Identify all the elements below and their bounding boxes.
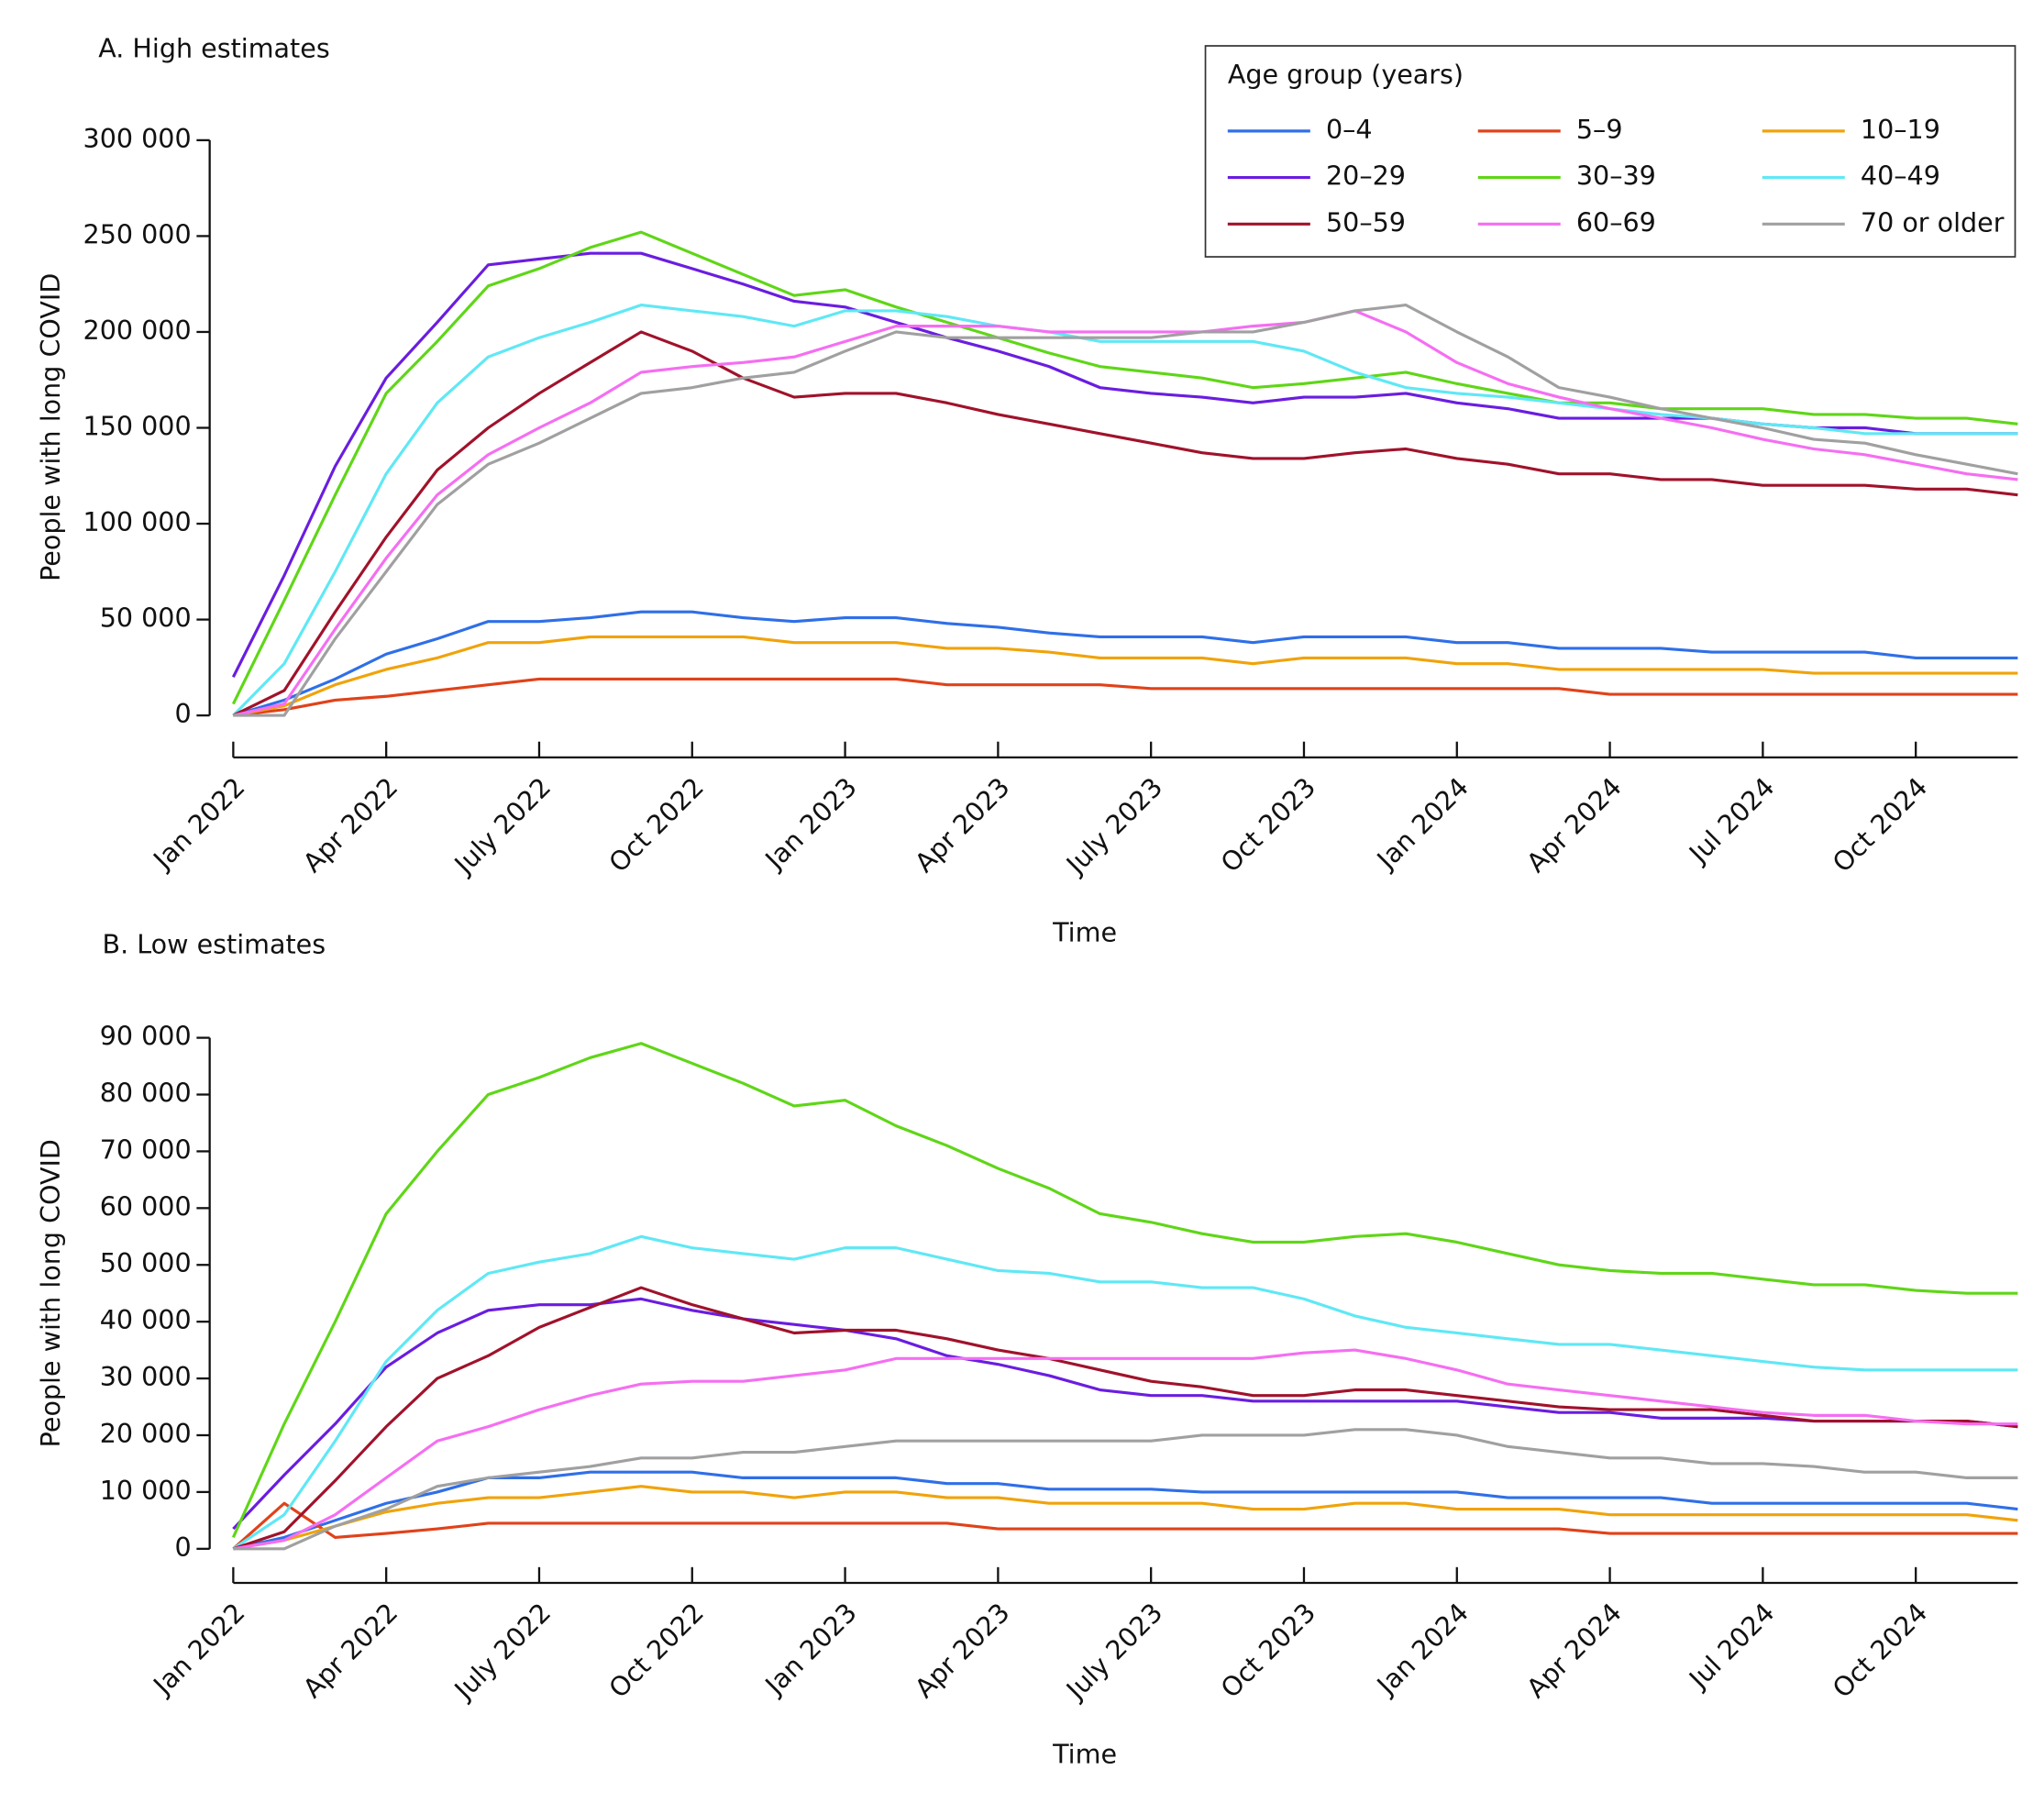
series-line bbox=[233, 635, 2018, 717]
y-tick-label: 20 000 bbox=[100, 1418, 192, 1449]
legend-label: 50–59 bbox=[1326, 206, 1406, 238]
y-tick-label: 50 000 bbox=[100, 1247, 192, 1278]
x-tick-label: July 2023 bbox=[1059, 1597, 1169, 1707]
panel-title: B. Low estimates bbox=[102, 929, 326, 960]
x-tick-label: Jan 2022 bbox=[146, 1597, 250, 1701]
series-line bbox=[233, 677, 2018, 717]
legend-label: 30–39 bbox=[1576, 160, 1656, 192]
x-tick-label: Apr 2022 bbox=[297, 771, 404, 879]
series-line bbox=[232, 330, 2018, 717]
y-tick-label: 40 000 bbox=[100, 1304, 192, 1335]
x-tick-label: Oct 2024 bbox=[1827, 1597, 1934, 1704]
legend-label: 40–49 bbox=[1861, 160, 1940, 192]
y-tick-label: 90 000 bbox=[100, 1021, 192, 1052]
x-tick-label: Apr 2023 bbox=[909, 1597, 1016, 1704]
y-tick-label: 50 000 bbox=[100, 603, 192, 634]
y-tick-label: 0 bbox=[174, 698, 191, 729]
y-tick-label: 200 000 bbox=[83, 315, 192, 346]
x-axis-title: Time bbox=[1052, 917, 1117, 948]
x-tick-label: Jan 2023 bbox=[757, 1597, 862, 1701]
y-tick-label: 0 bbox=[174, 1532, 191, 1563]
legend-label: 5–9 bbox=[1576, 114, 1623, 145]
series-line bbox=[231, 230, 2018, 705]
legend-title: Age group (years) bbox=[1228, 59, 1464, 90]
series-line bbox=[231, 251, 2018, 678]
series-line bbox=[231, 1042, 2018, 1539]
series-line bbox=[233, 309, 2018, 717]
x-tick-label: Apr 2023 bbox=[909, 771, 1016, 879]
legend-box bbox=[1204, 45, 2016, 258]
x-tick-label: Oct 2023 bbox=[1214, 1597, 1321, 1704]
y-tick-label: 60 000 bbox=[100, 1190, 192, 1222]
series-line bbox=[233, 1470, 2018, 1551]
y-tick-label: 300 000 bbox=[83, 123, 192, 154]
series-line bbox=[232, 1286, 2018, 1551]
x-tick-label: Jan 2024 bbox=[1370, 1597, 1475, 1701]
x-tick-label: Apr 2024 bbox=[1520, 771, 1628, 879]
x-tick-label: Jul 2024 bbox=[1682, 1597, 1781, 1696]
y-tick-label: 70 000 bbox=[100, 1134, 192, 1165]
y-tick-label: 250 000 bbox=[83, 218, 192, 249]
x-tick-label: Oct 2022 bbox=[602, 1597, 710, 1704]
series-line bbox=[232, 1297, 2018, 1531]
panel-title: A. High estimates bbox=[98, 32, 330, 63]
y-tick-label: 150 000 bbox=[83, 410, 192, 441]
series-line bbox=[233, 1428, 2018, 1551]
legend-label: 60–69 bbox=[1576, 206, 1656, 238]
y-axis-title: People with long COVID bbox=[35, 273, 66, 581]
series-line bbox=[232, 610, 2018, 717]
x-tick-label: Apr 2024 bbox=[1520, 1597, 1628, 1704]
y-tick-label: 10 000 bbox=[100, 1475, 192, 1506]
legend-label: 10–19 bbox=[1861, 114, 1940, 145]
series-line bbox=[232, 304, 2018, 717]
x-axis-title: Time bbox=[1052, 1739, 1117, 1770]
y-tick-label: 80 000 bbox=[100, 1078, 192, 1109]
series-line bbox=[233, 1485, 2018, 1551]
x-tick-label: Jan 2022 bbox=[146, 771, 250, 876]
series-line bbox=[233, 304, 2018, 717]
legend-label: 0–4 bbox=[1326, 114, 1373, 145]
legend-label: 70 or older bbox=[1861, 206, 2005, 238]
x-tick-label: Oct 2024 bbox=[1827, 771, 1934, 879]
series-line bbox=[232, 1234, 2018, 1551]
x-tick-label: July 2022 bbox=[447, 771, 558, 881]
series-line bbox=[233, 1348, 2018, 1551]
y-tick-label: 100 000 bbox=[83, 506, 192, 537]
x-tick-label: Apr 2022 bbox=[297, 1597, 404, 1704]
x-tick-label: July 2022 bbox=[447, 1597, 558, 1707]
x-tick-label: July 2023 bbox=[1059, 771, 1169, 881]
series-line bbox=[232, 1501, 2018, 1550]
legend-label: 20–29 bbox=[1326, 160, 1406, 192]
x-tick-label: Jul 2024 bbox=[1682, 771, 1781, 870]
x-tick-label: Oct 2022 bbox=[602, 771, 710, 879]
x-tick-label: Oct 2023 bbox=[1214, 771, 1321, 879]
x-tick-label: Jan 2024 bbox=[1370, 771, 1475, 876]
y-axis-title: People with long COVID bbox=[35, 1139, 66, 1447]
y-tick-label: 30 000 bbox=[100, 1361, 192, 1392]
x-tick-label: Jan 2023 bbox=[757, 771, 862, 876]
